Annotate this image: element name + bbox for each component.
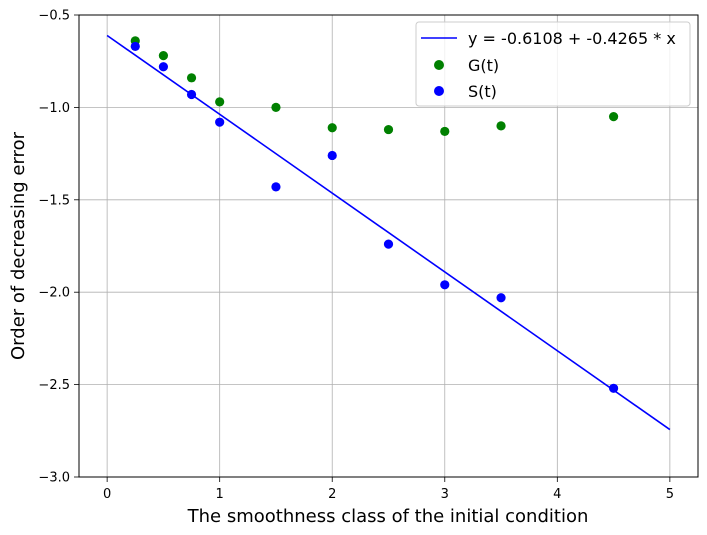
g-point (158, 51, 169, 61)
g-point (215, 97, 225, 107)
legend-s-label: S(t) (468, 82, 497, 101)
g-point (327, 123, 337, 133)
s-point (215, 117, 225, 127)
x-tick-label: 1 (216, 487, 224, 502)
legend: y = -0.6108 + -0.4265 * x G(t) S(t) (415, 21, 691, 107)
points-layer (130, 36, 619, 393)
y-tick-label: −1.5 (38, 193, 70, 208)
x-axis-ticks: 0 1 2 3 4 5 (103, 477, 674, 502)
y-tick-label: −0.5 (38, 9, 70, 24)
legend-g-label: G(t) (468, 56, 499, 75)
s-point (440, 280, 450, 290)
g-point (440, 126, 450, 137)
x-tick-label: 0 (103, 487, 111, 502)
g-point (496, 121, 506, 131)
g-point (186, 73, 197, 83)
y-axis-ticks: −3.0 −2.5 −2.0 −1.5 −1.0 −0.5 (38, 9, 79, 486)
y-axis-label: Order of decreasing error (8, 131, 29, 360)
y-tick-label: −3.0 (38, 471, 70, 486)
s-point (130, 41, 140, 52)
grid (79, 14, 698, 478)
x-tick-label: 3 (441, 487, 449, 502)
fit-line (106, 34, 671, 431)
s-point (186, 89, 197, 100)
s-point (158, 62, 169, 72)
x-axis-label: The smoothness class of the initial cond… (187, 506, 589, 527)
y-tick-label: −1.0 (38, 101, 70, 116)
s-point (383, 239, 394, 249)
legend-g-marker (434, 60, 444, 70)
legend-fit-line-label: y = -0.6108 + -0.4265 * x (468, 29, 676, 48)
g-point (383, 124, 394, 135)
x-tick-label: 4 (553, 487, 561, 502)
fit-line-layer (106, 34, 671, 431)
y-tick-label: −2.5 (38, 378, 70, 393)
s-point (496, 293, 506, 303)
s-point (327, 150, 337, 161)
s-point (608, 383, 619, 393)
g-point (271, 102, 281, 112)
x-tick-label: 5 (666, 487, 674, 502)
legend-box (415, 21, 691, 107)
legend-s-marker (434, 86, 444, 96)
plot-frame (78, 14, 699, 478)
y-tick-label: −2.0 (38, 286, 70, 301)
s-point (271, 182, 281, 192)
x-tick-label: 2 (328, 487, 336, 502)
g-point (608, 112, 619, 122)
